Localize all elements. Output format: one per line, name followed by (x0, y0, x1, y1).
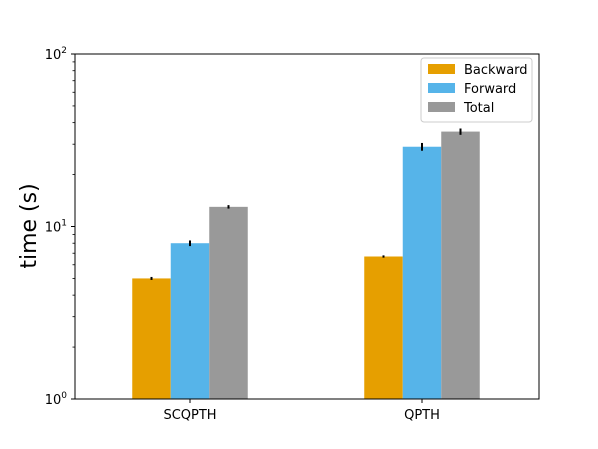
x-axis: SCQPTH QPTH (163, 399, 440, 423)
legend-swatch-total (428, 102, 455, 112)
y-tick-label-100: 102 (45, 46, 67, 63)
bar-forward-scqpth (170, 243, 210, 399)
legend-label-total: Total (463, 101, 494, 116)
legend: Backward Forward Total (420, 57, 533, 123)
legend-label-backward: Backward (464, 63, 528, 78)
error-bars-layer (150, 128, 462, 280)
x-tick-label-scqpth: SCQPTH (163, 408, 216, 423)
legend-swatch-forward (428, 83, 455, 93)
legend-swatch-backward (428, 64, 455, 74)
y-tick-label-10: 101 (45, 219, 67, 236)
legend-label-forward: Forward (464, 82, 516, 97)
x-tick-label-qpth: QPTH (404, 408, 440, 423)
y-tick-label-1: 100 (45, 391, 68, 408)
y-axis: 100 101 102 (45, 46, 75, 408)
bar-total-scqpth (209, 206, 248, 399)
bar-backward-scqpth (132, 278, 171, 399)
bar-backward-qpth (364, 256, 403, 399)
y-axis-title: time (s) (17, 183, 42, 268)
bars-layer (132, 131, 480, 399)
bar-total-qpth (441, 131, 480, 399)
bar-forward-qpth (402, 146, 442, 399)
